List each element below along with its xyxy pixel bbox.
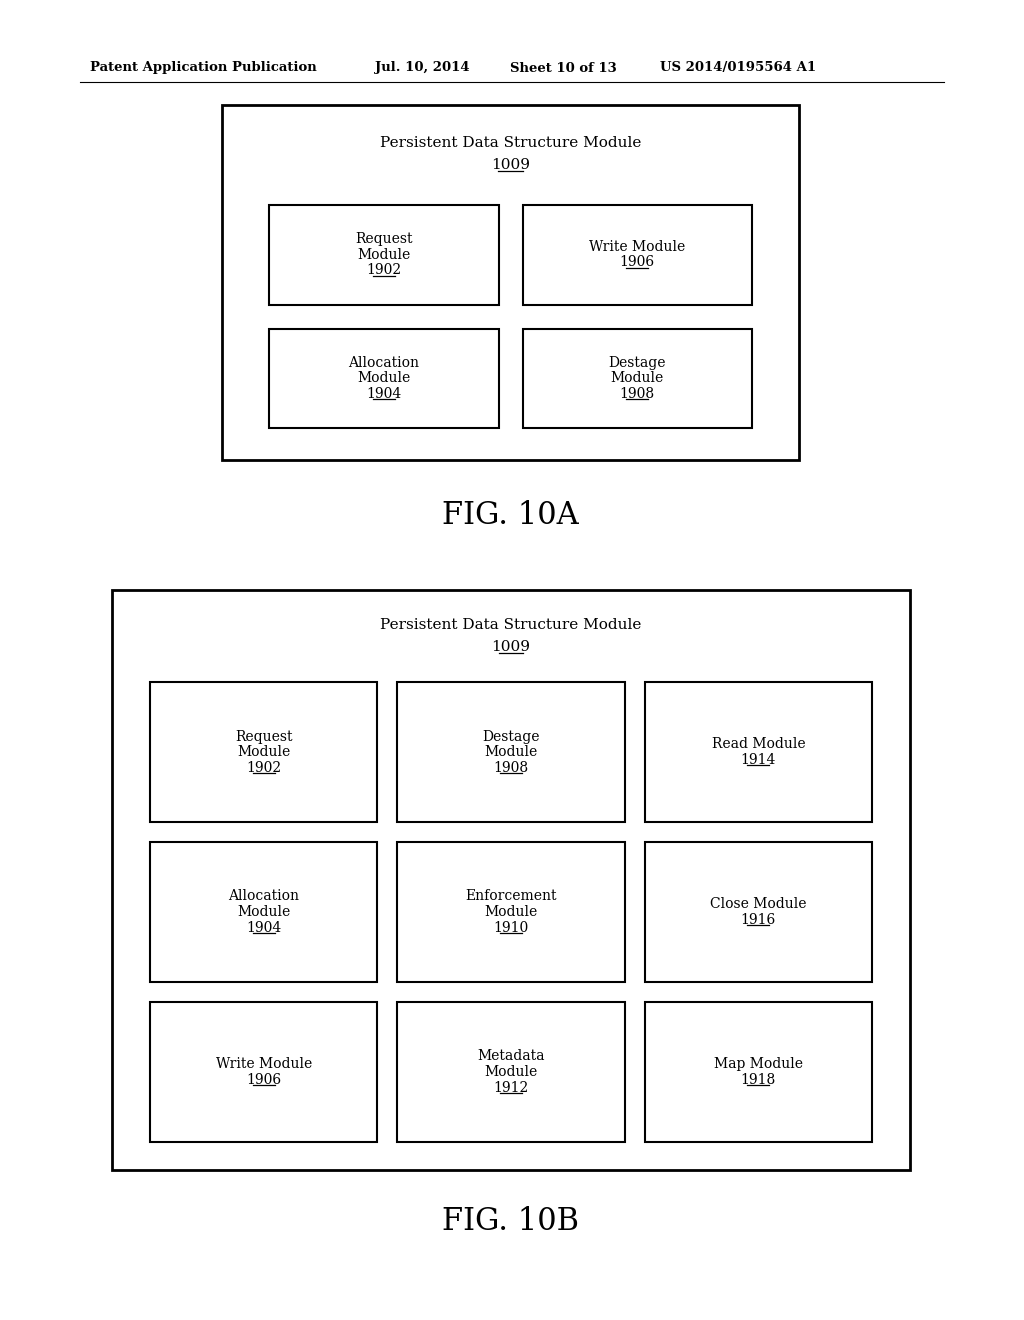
Text: Module: Module [357, 371, 411, 385]
Text: Module: Module [237, 744, 290, 759]
Text: Jul. 10, 2014: Jul. 10, 2014 [375, 62, 470, 74]
Text: 1910: 1910 [494, 920, 528, 935]
Bar [397, 682, 625, 822]
Text: 1912: 1912 [494, 1081, 528, 1094]
Bar [645, 842, 872, 982]
Text: Patent Application Publication: Patent Application Publication [90, 62, 316, 74]
Text: 1908: 1908 [620, 387, 654, 401]
Text: 1902: 1902 [367, 263, 401, 277]
Bar [150, 1002, 377, 1142]
Text: 1902: 1902 [246, 760, 282, 775]
Bar [522, 205, 752, 305]
Text: Persistent Data Structure Module: Persistent Data Structure Module [380, 618, 642, 632]
Text: 1904: 1904 [246, 920, 282, 935]
Text: Sheet 10 of 13: Sheet 10 of 13 [510, 62, 616, 74]
Bar [269, 205, 499, 305]
Bar [522, 329, 752, 428]
Bar [269, 329, 499, 428]
Text: Write Module: Write Module [215, 1057, 311, 1072]
Bar [150, 842, 377, 982]
Text: 1009: 1009 [492, 640, 530, 653]
Bar [397, 1002, 625, 1142]
Text: Map Module: Map Module [714, 1057, 803, 1072]
Text: Write Module: Write Module [589, 240, 685, 253]
Text: Module: Module [357, 248, 411, 261]
Text: 1904: 1904 [367, 387, 401, 401]
Text: 1916: 1916 [740, 912, 776, 927]
Text: 1908: 1908 [494, 760, 528, 775]
Text: Metadata: Metadata [477, 1049, 545, 1064]
Text: Read Module: Read Module [712, 738, 805, 751]
Text: Module: Module [610, 371, 664, 385]
Text: FIG. 10B: FIG. 10B [442, 1206, 580, 1238]
Text: Module: Module [484, 1065, 538, 1078]
Text: Allocation: Allocation [348, 356, 419, 370]
Bar [150, 682, 377, 822]
Text: 1906: 1906 [246, 1073, 282, 1086]
Text: US 2014/0195564 A1: US 2014/0195564 A1 [660, 62, 816, 74]
Text: 1009: 1009 [490, 158, 530, 172]
Bar [645, 682, 872, 822]
Text: Enforcement: Enforcement [465, 890, 557, 903]
Text: Persistent Data Structure Module: Persistent Data Structure Module [380, 136, 641, 150]
Text: Module: Module [237, 906, 290, 919]
Text: Module: Module [484, 906, 538, 919]
Text: 1914: 1914 [740, 752, 776, 767]
Text: 1918: 1918 [740, 1073, 776, 1086]
Bar [645, 1002, 872, 1142]
Text: 1906: 1906 [620, 256, 654, 269]
Text: Allocation: Allocation [228, 890, 299, 903]
Bar [222, 106, 799, 459]
Text: Request: Request [234, 730, 293, 743]
Text: Request: Request [355, 232, 413, 247]
Text: Destage: Destage [608, 356, 666, 370]
Text: Close Module: Close Module [710, 898, 807, 911]
Bar [397, 842, 625, 982]
Text: Destage: Destage [482, 730, 540, 743]
Text: Module: Module [484, 744, 538, 759]
Bar [112, 590, 910, 1170]
Text: FIG. 10A: FIG. 10A [442, 499, 579, 531]
